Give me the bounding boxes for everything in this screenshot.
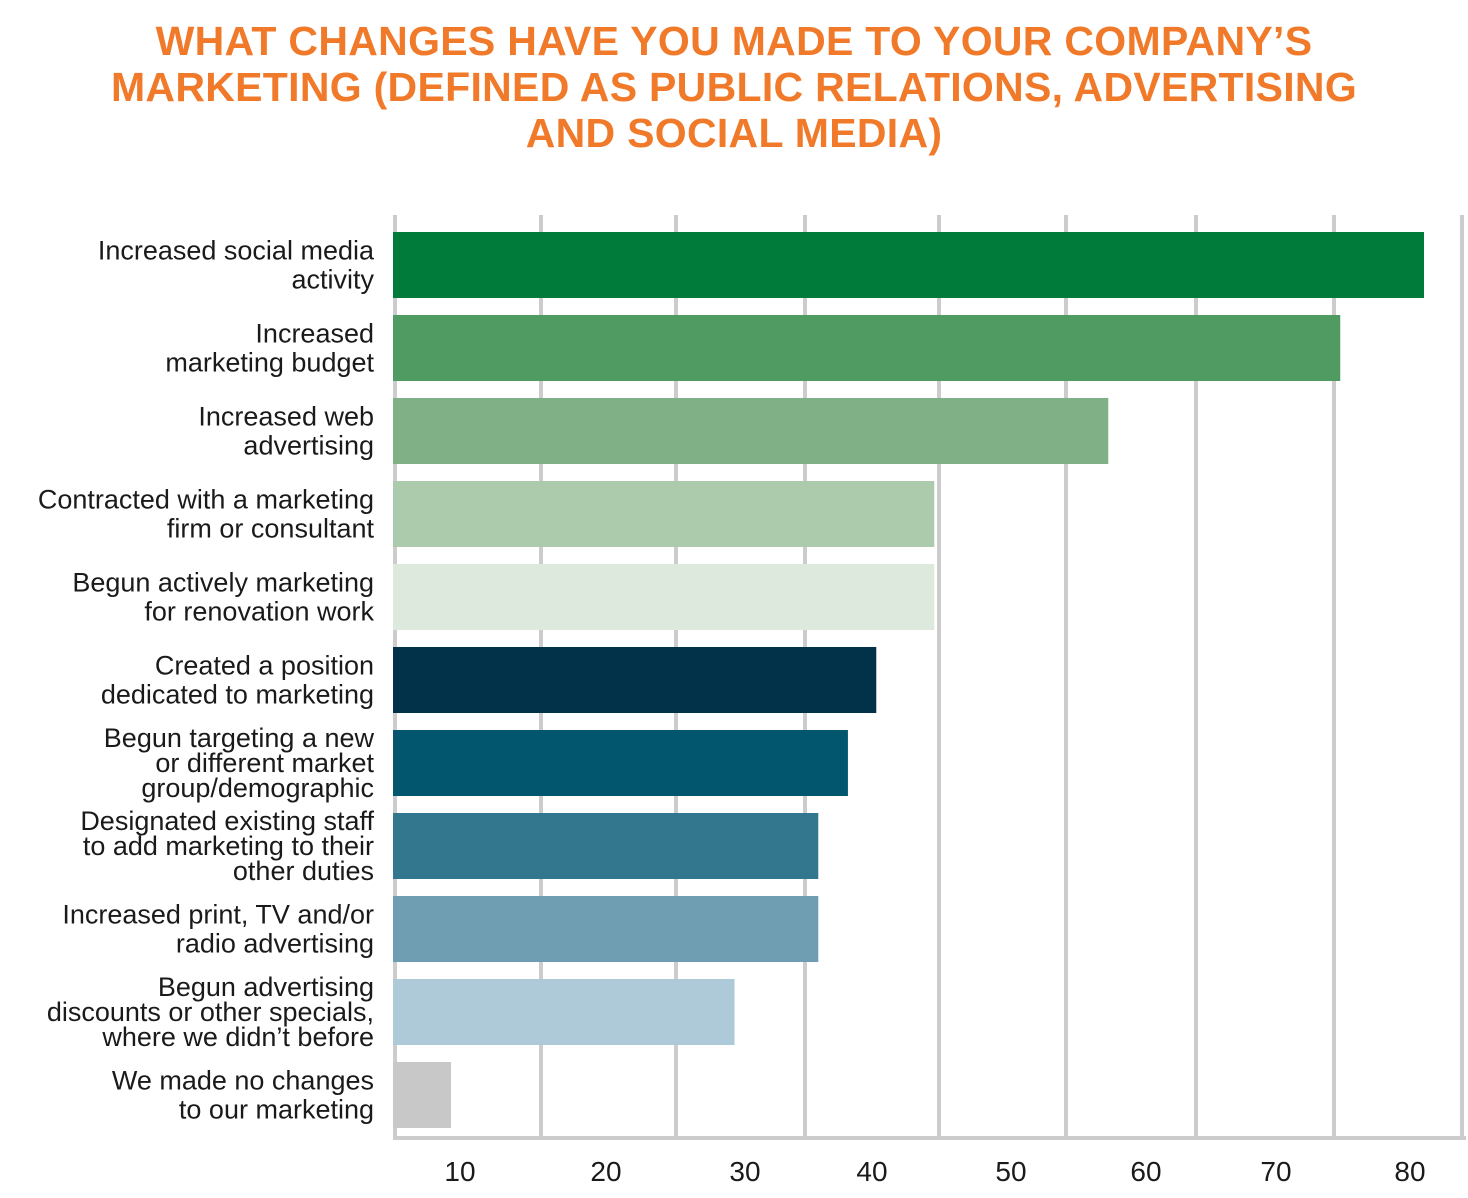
category-label-3-line-1: Increased web <box>198 402 374 432</box>
bar-8 <box>393 813 819 879</box>
category-label-8-line-2: to add marketing to their <box>83 831 374 861</box>
bar-11 <box>393 1062 451 1128</box>
category-label-2-line-2: marketing budget <box>165 348 374 378</box>
category-label-4-line-2: firm or consultant <box>167 514 375 544</box>
x-tick-label-50: 50 <box>995 1156 1026 1187</box>
category-label-7-line-1: Begun targeting a new <box>104 723 375 753</box>
category-label-10-line-1: Begun advertising <box>158 972 374 1002</box>
category-label-1-line-1: Increased social media <box>98 236 375 266</box>
x-tick-label-40: 40 <box>856 1156 887 1187</box>
bar-7 <box>393 730 848 796</box>
x-tick-label-60: 60 <box>1130 1156 1161 1187</box>
x-tick-label-80: 80 <box>1394 1156 1425 1187</box>
chart-title-line-1: WHAT CHANGES HAVE YOU MADE TO YOUR COMPA… <box>155 18 1313 64</box>
x-tick-label-20: 20 <box>590 1156 621 1187</box>
category-label-5-line-2: for renovation work <box>144 597 374 627</box>
category-label-7-line-3: group/demographic <box>141 773 374 803</box>
chart-title-line-3: AND SOCIAL MEDIA) <box>525 110 943 156</box>
category-label-5-line-1: Begun actively marketing <box>72 568 374 598</box>
category-label-1-line-2: activity <box>291 265 374 295</box>
chart-title: WHAT CHANGES HAVE YOU MADE TO YOUR COMPA… <box>0 18 1468 156</box>
bar-1 <box>393 232 1424 298</box>
category-label-10-line-2: discounts or other specials, <box>47 997 374 1027</box>
bar-9 <box>393 896 819 962</box>
bar-2 <box>393 315 1341 381</box>
category-label-8-line-1: Designated existing staff <box>80 806 374 836</box>
category-label-7-line-2: or different market <box>155 748 374 778</box>
category-label-9-line-1: Increased print, TV and/or <box>62 900 374 930</box>
category-label-10-line-3: where we didn’t before <box>101 1022 374 1052</box>
category-label-2-line-1: Increased <box>255 319 374 349</box>
category-label-11-line-1: We made no changes <box>112 1066 374 1096</box>
bar-5 <box>393 564 935 630</box>
category-label-11-line-2: to our marketing <box>179 1095 374 1125</box>
category-label-4-line-1: Contracted with a marketing <box>38 485 374 515</box>
category-label-9-line-2: radio advertising <box>176 929 374 959</box>
chart-title-line-2: MARKETING (DEFINED AS PUBLIC RELATIONS, … <box>110 64 1358 110</box>
category-label-8-line-3: other duties <box>233 856 374 886</box>
x-tick-label-30: 30 <box>729 1156 760 1187</box>
category-label-6-line-1: Created a position <box>155 651 374 681</box>
bar-4 <box>393 481 935 547</box>
x-tick-label-10: 10 <box>444 1156 475 1187</box>
x-tick-label-70: 70 <box>1260 1156 1291 1187</box>
bar-10 <box>393 979 735 1045</box>
bar-6 <box>393 647 877 713</box>
category-label-3-line-2: advertising <box>243 431 374 461</box>
category-label-6-line-2: dedicated to marketing <box>101 680 374 710</box>
bar-3 <box>393 398 1109 464</box>
